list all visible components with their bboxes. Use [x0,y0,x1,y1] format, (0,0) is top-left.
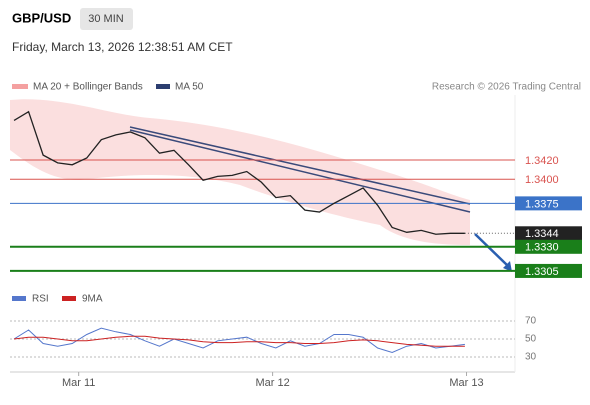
price-line [13,110,465,235]
level-box [515,239,582,254]
y-tick-label: 30 [525,352,537,363]
level-box [515,226,582,241]
rsi-line [13,327,465,354]
level-label: 1.3330 [525,242,559,254]
legend-swatch [156,84,170,89]
level-box [515,263,582,278]
interval: 30 MIN [88,13,124,25]
rsi-line [13,335,465,347]
level-label: 1.3420 [525,155,559,167]
legend-label: MA 20 + Bollinger Bands [33,82,143,93]
x-tick-label: Mar 12 [255,377,289,389]
legend-swatch [12,296,26,301]
interval-badge [80,8,133,30]
x-tick-label: Mar 13 [449,377,483,389]
trend-line [129,129,471,213]
forecast-arrowhead [503,261,512,272]
trend-line [129,126,471,205]
symbol: GBP/USD [12,10,71,25]
y-tick-label: 70 [525,316,537,327]
y-tick-label: 50 [525,334,537,345]
legend-label: RSI [32,294,49,305]
timestamp: Friday, March 13, 2026 12:38:51 AM CET [12,40,233,54]
credit: Research © 2026 Trading Central [432,82,581,93]
legend-swatch [12,84,28,89]
forecast-arrow [474,233,509,267]
legend-label: MA 50 [175,82,204,93]
level-label: 1.3305 [525,266,559,278]
bollinger-band [10,99,470,245]
level-label: 1.3344 [525,228,559,240]
level-label: 1.3375 [525,198,559,210]
legend-label: 9MA [82,294,103,305]
legend-swatch [62,296,76,301]
level-label: 1.3400 [525,174,559,186]
level-box [515,196,582,211]
x-tick-label: Mar 11 [62,377,95,389]
